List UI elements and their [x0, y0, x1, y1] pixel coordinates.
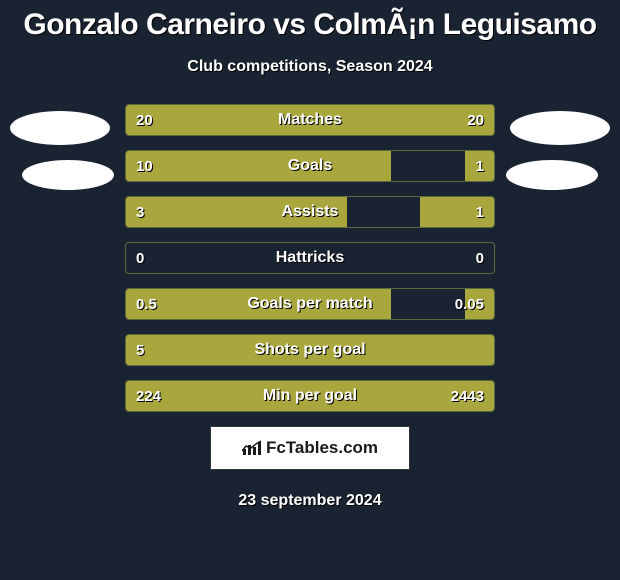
player-left-avatar: [10, 111, 110, 145]
bar-row: 20Matches20: [125, 104, 495, 136]
bar-row: 224Min per goal2443: [125, 380, 495, 412]
player-right-avatar: [510, 111, 610, 145]
bar-label: Matches: [126, 105, 494, 135]
player-right-avatar-shadow: [506, 160, 598, 190]
bar-value-right: 1: [476, 197, 484, 227]
date-label: 23 september 2024: [0, 492, 620, 510]
bar-row: 3Assists1: [125, 196, 495, 228]
fctables-logo[interactable]: FcTables.com: [210, 426, 410, 470]
bar-label: Goals: [126, 151, 494, 181]
bar-value-right: 2443: [451, 381, 484, 411]
bar-label: Shots per goal: [126, 335, 494, 365]
bar-row: 0Hattricks0: [125, 242, 495, 274]
page-title: Gonzalo Carneiro vs ColmÃ¡n Leguisamo: [0, 0, 620, 42]
bar-value-right: 0.05: [455, 289, 484, 319]
player-left-avatar-shadow: [22, 160, 114, 190]
chart-icon: [242, 439, 262, 457]
bar-label: Min per goal: [126, 381, 494, 411]
bar-row: 10Goals1: [125, 150, 495, 182]
comparison-chart: 20Matches2010Goals13Assists10Hattricks00…: [0, 104, 620, 412]
bar-row: 5Shots per goal: [125, 334, 495, 366]
bar-value-right: 0: [476, 243, 484, 273]
bars-container: 20Matches2010Goals13Assists10Hattricks00…: [125, 104, 495, 412]
logo-text: FcTables.com: [266, 438, 378, 458]
subtitle: Club competitions, Season 2024: [0, 58, 620, 76]
bar-label: Hattricks: [126, 243, 494, 273]
bar-value-right: 1: [476, 151, 484, 181]
bar-value-right: 20: [467, 105, 484, 135]
bar-label: Assists: [126, 197, 494, 227]
bar-row: 0.5Goals per match0.05: [125, 288, 495, 320]
bar-label: Goals per match: [126, 289, 494, 319]
